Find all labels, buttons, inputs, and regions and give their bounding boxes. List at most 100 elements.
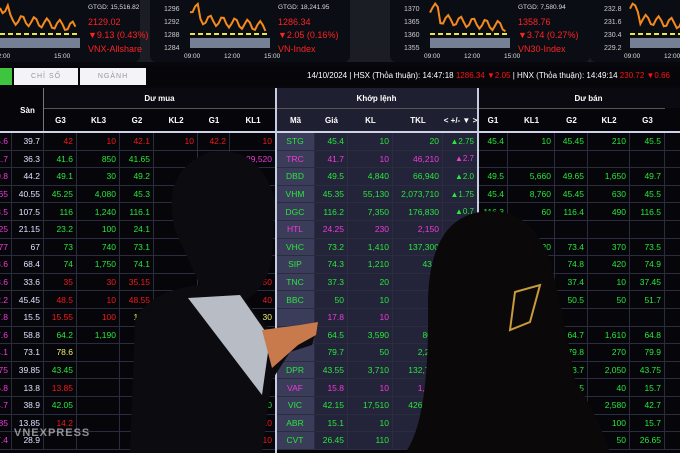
stock-code[interactable]: TRC [276,150,315,169]
price-cell: 64.7 [555,326,588,345]
price-cell: 21.15 [12,221,44,239]
price-cell: 39.7 [12,133,44,151]
stock-code[interactable]: STG [276,133,315,151]
price-cell: 35 [44,273,77,292]
market-status: 14/10/2024 | HSX (Thỏa thuận): 14:47:18 … [307,71,670,80]
price-cell: 45.5 [630,133,665,151]
index-name: VNX-Allshare [88,44,143,54]
price-cell: 15.7 [630,414,665,433]
stock-code[interactable]: ABR [276,414,315,433]
woman-silhouette [405,211,610,453]
y-tick: 1355 [404,45,420,52]
column-header[interactable]: < +/- ▼ > [443,108,478,132]
mini-chart[interactable]: 1296 1292 1288 1284 09:00 12:00 15:00 GTGD: 18,… [150,0,350,62]
price-cell [630,309,665,327]
price-cell: 50 [315,291,348,309]
price-cell: 15.8 [315,379,348,397]
price-cell [588,309,630,327]
price-cell: 100 [588,414,630,433]
price-cell [555,150,588,169]
price-cell: 45.4 [478,185,508,204]
price-cell: 45.45 [12,291,44,309]
price-cell: 50 [348,344,393,362]
index-value: 1358.76 [518,17,551,27]
price-cell: 0.8 [0,168,12,186]
price-cell: 74 [44,256,77,274]
price-cell: 64.2 [44,326,77,345]
price-cell: 116.4 [555,203,588,221]
column-header: KL2 [154,108,198,132]
price-cell: 49.7 [630,168,665,186]
price-cell: 20 [393,133,443,151]
stock-code[interactable]: DGC [276,203,315,221]
toolbar [0,66,680,86]
price-cell [665,186,680,204]
price-cell: 36.3 [12,150,44,169]
y-tick: 1284 [164,45,180,52]
price-cell: 42.05 [44,397,77,415]
price-cell: 45.45 [555,133,588,151]
y-tick: 1296 [164,6,180,13]
mini-chart[interactable]: 12:00 15:00 GTGD: 15,516.82 2129.02 ▼9.13 (0… [0,0,148,62]
price-cell: 41.7 [315,150,348,169]
price-cell: 42.1 [120,133,154,151]
stock-code[interactable]: VAF [276,379,315,397]
index-name: VN30-Index [518,44,566,54]
x-tick: 12:00 [0,53,11,60]
vnexpress-watermark: VNEXPRESS [14,427,91,439]
price-cell: 10 [348,291,393,309]
price-cell: 49.1 [44,168,77,186]
stock-code[interactable]: CVT [276,432,315,450]
price-cell [588,150,630,169]
stock-code[interactable]: VHM [276,185,315,204]
price-cell: 42.7 [630,397,665,415]
price-cell: 43.75 [630,361,665,380]
price-cell: 17,510 [348,397,393,415]
tab-chi-so[interactable]: CHỈ SỐ [14,68,78,85]
price-cell: 10 [508,133,555,151]
stock-code[interactable]: SIP [276,256,315,274]
x-tick: 15:00 [54,53,71,60]
price-cell: 45.35 [315,185,348,204]
stock-code[interactable]: DPR [276,361,315,380]
price-cell: .25 [0,221,12,239]
price-cell: 79.7 [315,344,348,362]
x-tick: 12:00 [224,53,241,60]
price-cell: 2,050 [588,361,630,380]
price-cell [77,361,120,380]
index-change: ▼9.13 (0.43%) [88,30,149,40]
stock-code[interactable]: DBD [276,168,315,186]
column-header: G1 [478,108,508,132]
stock-code[interactable]: VHC [276,238,315,257]
price-cell: 24.1 [120,221,154,239]
status-prefix: 14/10/2024 | HSX (Thỏa thuận): 14:47:18 [307,71,454,80]
stock-code[interactable]: VIC [276,397,315,415]
price-cell: 13.85 [12,414,44,433]
index-charts-strip: 12:00 15:00 GTGD: 15,516.82 2129.02 ▼9.13 (0… [0,0,680,62]
x-tick: 09:00 [184,53,201,60]
price-cell [665,344,680,362]
stock-code[interactable]: TNC [276,273,315,292]
price-cell [665,239,680,257]
tab-nganh[interactable]: NGÀNH [80,68,146,85]
stock-code[interactable]: HTL [276,221,315,239]
price-cell: 15.5 [12,309,44,327]
index-line-chart [0,2,80,48]
x-tick: 12:00 [664,53,680,60]
price-cell: 3,590 [348,326,393,345]
gtgd-value: GTGD: 15,516.82 [88,4,140,11]
price-cell: 630 [588,185,630,204]
price-cell [665,133,680,151]
hsx-change: ▼2.05 [487,71,511,80]
price-cell: 7.6 [0,326,12,345]
mini-chart[interactable]: 1370 1365 1360 1355 09:00 12:00 15:00 GTGD: 7,5… [390,0,590,62]
price-cell: 30 [77,168,120,186]
price-cell: 41.6 [44,150,77,169]
column-header: Mã [276,108,315,132]
stock-code[interactable]: BBC [276,291,315,309]
price-cell: 45.25 [44,185,77,204]
price-cell [665,291,680,309]
price-cell: 10 [348,133,393,151]
active-tab-indicator[interactable] [0,68,12,85]
